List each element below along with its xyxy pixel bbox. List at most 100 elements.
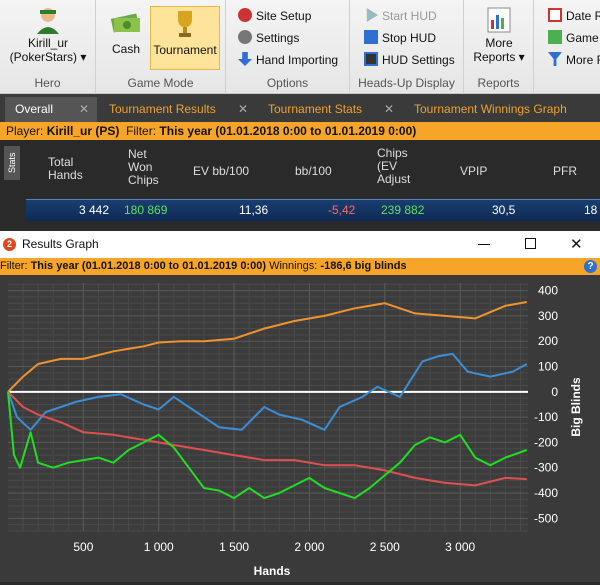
cash-button[interactable]: Cash bbox=[102, 6, 150, 60]
y-tick-label: -500 bbox=[534, 511, 558, 525]
tournament-label: Tournament bbox=[151, 43, 219, 57]
tab-overall[interactable]: Overall ✕ bbox=[5, 97, 97, 122]
minimize-icon[interactable] bbox=[478, 244, 490, 245]
date-range-label: Date R bbox=[566, 9, 600, 23]
y-axis-label: Big Blinds bbox=[569, 377, 583, 437]
game-filter-label: Game bbox=[566, 31, 599, 45]
tab-strip: Overall ✕ Tournament Results✕ Tournament … bbox=[0, 94, 600, 122]
winnings-label: Winnings: bbox=[269, 260, 317, 272]
stats-side-tab[interactable]: Stats bbox=[4, 146, 20, 180]
close-icon[interactable]: ✕ bbox=[384, 97, 394, 121]
game-mode-group-label: Game Mode bbox=[96, 76, 225, 90]
hero-avatar-icon bbox=[33, 4, 63, 34]
tab-tournament-results[interactable]: Tournament Results✕ bbox=[99, 97, 256, 122]
game-mode-group: Cash Tournament Game Mode bbox=[96, 0, 226, 94]
header-chips-ev-adjust[interactable]: Chips (EV Adjust bbox=[377, 147, 410, 186]
graph-filter-bar: Filter: This year (01.01.2018 0:00 to 01… bbox=[0, 258, 600, 275]
filter-label: Filter: bbox=[126, 124, 156, 138]
more-reports-label: More bbox=[468, 36, 530, 50]
settings-button[interactable]: Settings bbox=[238, 28, 299, 48]
hud-group: Start HUD Stop HUD HUD Settings Heads-Up… bbox=[350, 0, 464, 94]
site-setup-button[interactable]: Site Setup bbox=[238, 6, 311, 26]
player-value: Kirill_ur (PS) bbox=[47, 124, 120, 138]
header-bb-100[interactable]: bb/100 bbox=[295, 165, 332, 178]
cell-chips-ev-adjust: 239 882 bbox=[381, 204, 424, 217]
cell-vpip: 30,5 bbox=[492, 204, 515, 217]
calendar-icon bbox=[548, 8, 562, 22]
cell-bb-100: -5,42 bbox=[328, 204, 355, 217]
winnings-value: -186,6 big blinds bbox=[320, 260, 406, 272]
site-setup-label: Site Setup bbox=[256, 9, 311, 23]
hero-name: Kirill_ur bbox=[0, 36, 96, 50]
hero-site: (PokerStars) ▾ bbox=[0, 50, 96, 64]
start-hud-label: Start HUD bbox=[382, 9, 437, 23]
header-net-won-chips[interactable]: Net Won Chips bbox=[128, 148, 168, 187]
close-icon[interactable]: ✕ bbox=[570, 231, 583, 258]
app-logo-icon: 2 bbox=[3, 238, 16, 251]
start-hud-button[interactable]: Start HUD bbox=[364, 6, 437, 26]
hand-importing-button[interactable]: Hand Importing bbox=[238, 50, 338, 70]
y-tick-label: 100 bbox=[538, 360, 558, 374]
y-tick-label: 400 bbox=[538, 284, 558, 298]
close-icon[interactable]: ✕ bbox=[79, 97, 89, 121]
cash-label: Cash bbox=[102, 42, 150, 56]
cell-net-won-chips: 180 869 bbox=[124, 204, 167, 217]
y-tick-label: 200 bbox=[538, 334, 558, 348]
game-filter-icon bbox=[548, 30, 562, 44]
x-axis-label: Hands bbox=[254, 564, 291, 578]
reports-group-label: Reports bbox=[464, 76, 533, 90]
date-range-button[interactable]: Date R bbox=[548, 6, 600, 26]
results-chart: 400 300 200 100 0 -100 -200 -300 -400 -500 500 1 00… bbox=[0, 275, 600, 582]
y-tick-label: 300 bbox=[538, 309, 558, 323]
options-group: Site Setup Settings Hand Importing Optio… bbox=[226, 0, 350, 94]
x-tick-label: 1 500 bbox=[219, 540, 249, 554]
hud-settings-icon bbox=[364, 52, 378, 66]
cell-pfr: 18 bbox=[584, 204, 597, 217]
game-filter-button[interactable]: Game bbox=[548, 28, 599, 48]
x-tick-label: 1 000 bbox=[144, 540, 174, 554]
play-icon bbox=[364, 8, 378, 22]
settings-label: Settings bbox=[256, 31, 299, 45]
tournament-button[interactable]: Tournament bbox=[150, 6, 220, 70]
ribbon-toolbar: Kirill_ur (PokerStars) ▾ Hero Cash Tourn… bbox=[0, 0, 600, 94]
hero-group: Kirill_ur (PokerStars) ▾ Hero bbox=[0, 0, 96, 94]
options-group-label: Options bbox=[226, 76, 349, 90]
window-title: Results Graph bbox=[22, 231, 99, 258]
filter-icon bbox=[548, 52, 562, 66]
hand-importing-label: Hand Importing bbox=[256, 53, 338, 67]
hud-settings-button[interactable]: HUD Settings bbox=[364, 50, 455, 70]
stop-hud-button[interactable]: Stop HUD bbox=[364, 28, 436, 48]
gear-icon bbox=[238, 30, 252, 44]
y-tick-label: 0 bbox=[551, 385, 558, 399]
tab-tournament-winnings-graph[interactable]: Tournament Winnings Graph✕ bbox=[404, 97, 600, 122]
more-reports-label-2: Reports ▾ bbox=[468, 50, 530, 64]
header-total-hands[interactable]: Total Hands bbox=[48, 156, 108, 182]
hero-group-label: Hero bbox=[0, 76, 95, 90]
y-tick-label: -200 bbox=[534, 435, 558, 449]
player-filter-bar: Player: Kirill_ur (PS) Filter: This year… bbox=[0, 122, 600, 140]
reports-group: More Reports ▾ Reports bbox=[464, 0, 534, 94]
more-reports-button[interactable]: More Reports ▾ bbox=[468, 6, 530, 64]
more-filters-button[interactable]: More F bbox=[548, 50, 600, 70]
header-ev-bb-100[interactable]: EV bb/100 bbox=[193, 165, 249, 178]
x-tick-label: 500 bbox=[73, 540, 93, 554]
cell-ev-bb-100: 11,36 bbox=[239, 204, 268, 217]
player-label: Player: bbox=[6, 124, 43, 138]
help-icon[interactable]: ? bbox=[584, 260, 597, 273]
header-vpip[interactable]: VPIP bbox=[460, 165, 487, 178]
graph-filter-value: This year (01.01.2018 0:00 to 01.01.2019… bbox=[31, 260, 266, 272]
tab-overall-label: Overall bbox=[15, 102, 53, 116]
reports-icon bbox=[486, 6, 512, 34]
close-icon[interactable]: ✕ bbox=[238, 97, 248, 121]
results-chart-svg: 400 300 200 100 0 -100 -200 -300 -400 -500 500 1 00… bbox=[0, 275, 600, 582]
y-tick-label: -400 bbox=[534, 486, 558, 500]
y-tick-label: -100 bbox=[534, 410, 558, 424]
tab-tournament-stats[interactable]: Tournament Stats✕ bbox=[258, 97, 402, 122]
y-tick-label: -300 bbox=[534, 461, 558, 475]
cell-total-hands: 3 442 bbox=[79, 204, 109, 217]
stop-hud-label: Stop HUD bbox=[382, 31, 436, 45]
maximize-icon[interactable] bbox=[525, 238, 536, 249]
header-pfr[interactable]: PFR bbox=[553, 165, 577, 178]
hero-button[interactable]: Kirill_ur (PokerStars) ▾ bbox=[0, 4, 96, 64]
cash-icon bbox=[110, 8, 142, 36]
